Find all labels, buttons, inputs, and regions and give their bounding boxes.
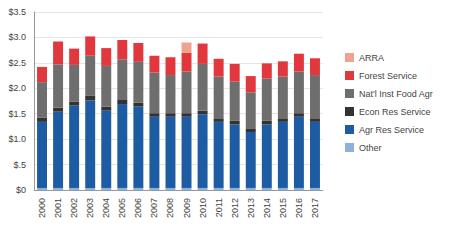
svg-text:2008: 2008 [165, 198, 175, 218]
svg-text:2003: 2003 [85, 198, 95, 218]
svg-text:2000: 2000 [37, 198, 47, 218]
svg-text:2007: 2007 [149, 198, 159, 218]
svg-text:Forest Service: Forest Service [359, 71, 417, 81]
svg-text:2014: 2014 [262, 198, 272, 218]
svg-text:ARRA: ARRA [359, 53, 384, 63]
svg-text:Other: Other [359, 143, 382, 153]
svg-text:2017: 2017 [310, 198, 320, 218]
svg-text:$0: $0 [16, 185, 26, 195]
svg-text:$3.0: $3.0 [8, 32, 26, 42]
svg-text:2013: 2013 [246, 198, 256, 218]
svg-text:2006: 2006 [133, 198, 143, 218]
svg-text:$1.0: $1.0 [8, 134, 26, 144]
svg-text:2002: 2002 [69, 198, 79, 218]
svg-text:2015: 2015 [278, 198, 288, 218]
svg-text:$2.0: $2.0 [8, 83, 26, 93]
svg-text:2011: 2011 [214, 198, 224, 217]
svg-text:2012: 2012 [230, 198, 240, 218]
svg-text:Nat'l Inst Food Agr: Nat'l Inst Food Agr [359, 89, 433, 99]
svg-text:2005: 2005 [117, 198, 127, 218]
svg-text:Econ Res Service: Econ Res Service [359, 107, 431, 117]
svg-text:2001: 2001 [53, 198, 63, 218]
svg-text:2016: 2016 [294, 198, 304, 218]
svg-text:$.5: $.5 [13, 160, 26, 170]
svg-text:2004: 2004 [101, 198, 111, 218]
svg-text:$3.5: $3.5 [8, 7, 26, 17]
svg-text:2009: 2009 [182, 198, 192, 218]
svg-text:2010: 2010 [198, 198, 208, 218]
svg-text:$2.5: $2.5 [8, 58, 26, 68]
svg-text:Agr Res Service: Agr Res Service [359, 125, 424, 135]
svg-text:$1.5: $1.5 [8, 109, 26, 119]
